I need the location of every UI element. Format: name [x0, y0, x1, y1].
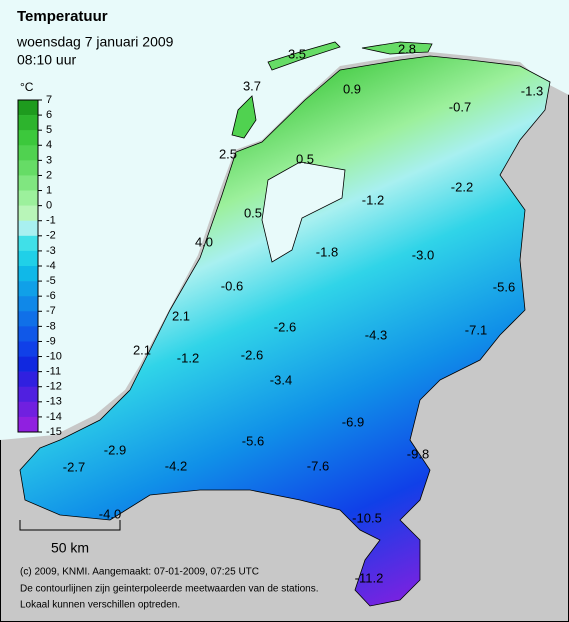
legend-label: -2: [46, 230, 56, 242]
legend-label: -10: [46, 350, 62, 362]
legend-label: 1: [46, 184, 52, 196]
station-value: -1.2: [177, 350, 199, 365]
island: [361, 41, 433, 55]
station-value: -4.3: [365, 327, 387, 342]
legend-label: -13: [46, 396, 62, 408]
station-value: -1.2: [362, 192, 384, 207]
station-value: -10.5: [352, 510, 382, 525]
legend-label: -3: [46, 245, 56, 257]
station-value: -2.6: [274, 319, 296, 334]
legend-band: [18, 160, 38, 176]
legend-label: -12: [46, 381, 62, 393]
station-value: -5.6: [493, 279, 515, 294]
station-value: 2.8: [398, 41, 416, 56]
station-value: 3.5: [288, 46, 306, 61]
station-value: -2.6: [241, 347, 263, 362]
legend-label: -9: [46, 335, 56, 347]
title: Temperatuur: [17, 8, 108, 25]
legend-label: -1: [46, 215, 56, 227]
legend-label: -14: [46, 411, 62, 423]
legend-band: [18, 190, 38, 206]
station-value: 0.5: [296, 151, 314, 166]
station-value: -11.2: [355, 570, 384, 585]
legend-band: [18, 205, 38, 222]
legend-band: [18, 356, 38, 372]
station-value: 2.1: [172, 308, 190, 323]
station-value: -4.2: [165, 458, 187, 473]
stations: 3.5 2.8 3.7 0.9 -0.7 -1.3 2.5 0.5 0.5 -1.2 -2.2 4.0…: [63, 41, 543, 585]
station-value: -1.8: [316, 244, 338, 259]
footer-line: De contourlijnen zijn geinterpoleerde me…: [20, 584, 319, 595]
station-value: -2.2: [451, 179, 473, 194]
legend-label: 3: [46, 154, 52, 166]
station-value: -7.1: [465, 322, 487, 337]
station-value: -3.0: [412, 247, 434, 262]
legend-band: [18, 250, 38, 267]
legend-label: -7: [46, 305, 56, 317]
station-value: -4.0: [99, 506, 121, 521]
ijsselmeer: [261, 161, 346, 263]
legend-band: [18, 100, 38, 116]
legend-label: -15: [46, 426, 62, 438]
netherlands: [19, 55, 551, 607]
legend-band: [18, 401, 38, 418]
legend-band: [18, 266, 38, 282]
station-value: -2.9: [104, 442, 126, 457]
station-value: 4.0: [195, 234, 213, 249]
legend-band: [18, 130, 38, 146]
legend-label: -11: [46, 366, 61, 378]
legend-label: -6: [46, 290, 56, 302]
station-value: 0.5: [244, 205, 262, 220]
legend-label: 2: [46, 169, 52, 181]
legend-label: -5: [46, 275, 56, 287]
legend-band: [18, 311, 38, 327]
station-value: -6.9: [342, 414, 364, 429]
scale-label: 50 km: [51, 540, 89, 556]
station-value: -0.7: [449, 99, 471, 114]
legend-band: [18, 281, 38, 297]
legend-band: [18, 235, 38, 252]
legend-label: -4: [46, 260, 56, 272]
station-value: -7.6: [307, 458, 329, 473]
station-value: 2.1: [133, 342, 151, 357]
legend-label: 4: [46, 139, 52, 151]
station-value: -9.8: [407, 446, 429, 461]
legend-unit: °C: [20, 80, 34, 94]
station-value: 0.9: [343, 81, 361, 96]
station-value: -5.6: [242, 433, 264, 448]
station-value: -1.3: [521, 83, 543, 98]
footer-line: Lokaal kunnen verschillen optreden.: [20, 600, 180, 611]
date: woensdag 7 januari 2009: [16, 34, 174, 50]
legend-band: [18, 115, 38, 131]
station-value: -0.6: [221, 278, 243, 293]
legend-band: [18, 386, 38, 403]
legend-band: [18, 220, 38, 237]
legend-band: [18, 371, 38, 388]
scale-bar: [19, 520, 121, 531]
legend-label: 7: [46, 94, 52, 106]
island: [267, 41, 341, 71]
island: [231, 95, 257, 139]
time: 08:10 uur: [17, 52, 76, 68]
legend-band: [18, 326, 38, 342]
legend-band: [18, 145, 38, 161]
station-value: -3.4: [270, 372, 292, 387]
station-value: 2.5: [219, 146, 237, 161]
legend-label: -8: [46, 320, 56, 332]
legend-band: [18, 296, 38, 312]
footer-line: (c) 2009, KNMI. Aangemaakt: 07-01-2009, …: [20, 567, 259, 578]
legend-label: 6: [46, 109, 52, 121]
sea: [0, 0, 569, 440]
station-value: -2.7: [63, 459, 85, 474]
legend-label: 0: [46, 200, 52, 212]
legend-band: [18, 416, 38, 433]
station-value: 3.7: [243, 78, 261, 93]
legend-label: 5: [46, 124, 52, 136]
legend: 7 6 5 4 3 2 1 0 -1 -2 -3 -4 -5 -6 -7 -8 -9 -10 -11 -12 -13 -1…: [17, 94, 62, 438]
legend-band: [18, 341, 38, 357]
legend-band: [18, 175, 38, 191]
